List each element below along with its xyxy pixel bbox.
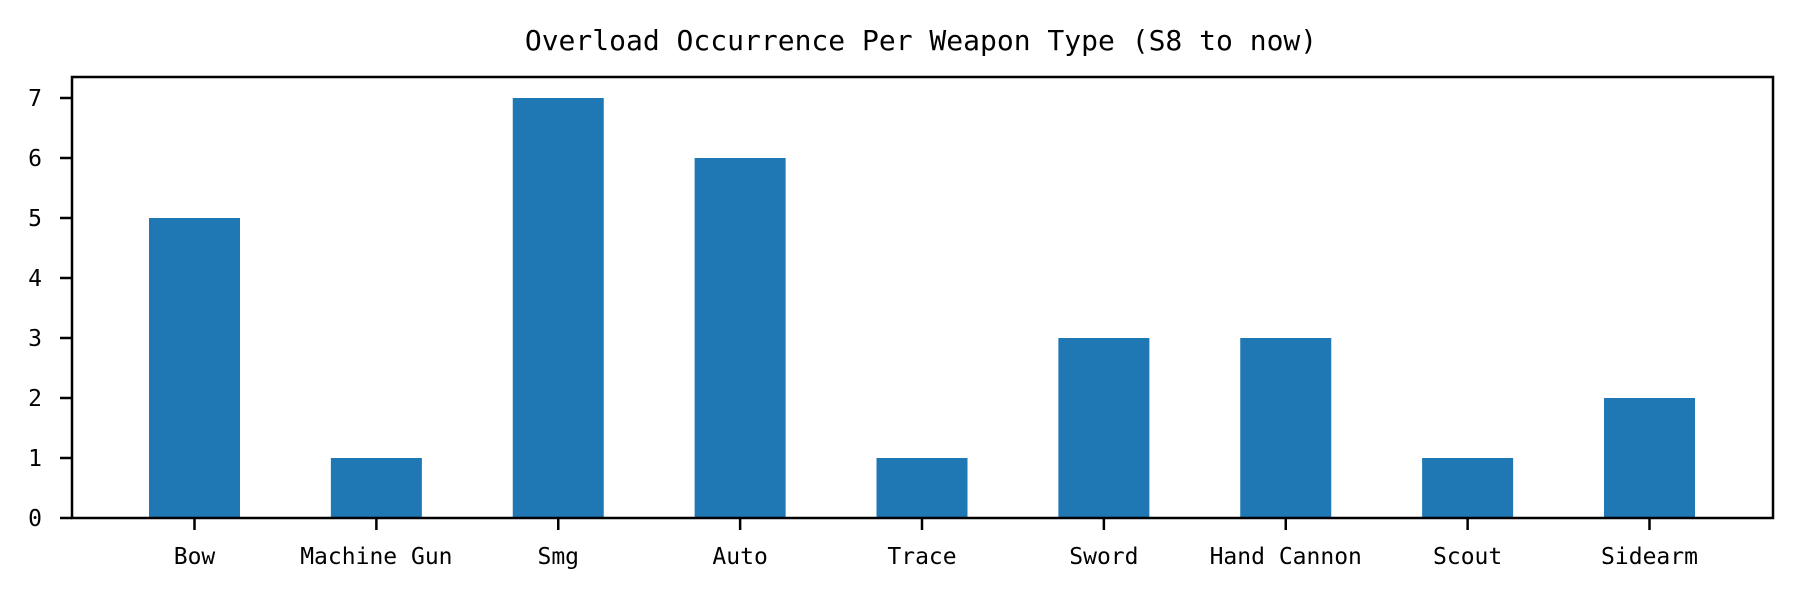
bar-scout [1422,458,1514,518]
y-tick-label-0: 0 [28,506,42,532]
bar-sidearm [1604,398,1695,518]
y-tick-label-5: 5 [28,206,42,232]
y-tick-label-6: 6 [28,146,42,172]
y-tick-label-1: 1 [28,446,42,472]
y-tick-label-4: 4 [28,266,42,292]
x-tick-label-bow: Bow [174,544,216,570]
bars-layer [149,98,1695,518]
bar-sword [1058,338,1150,518]
plot-frame [70,75,1775,520]
bar-machine-gun [330,458,422,518]
x-tick-label-scout: Scout [1433,544,1502,570]
x-axis: Bow Machine Gun Smg Auto Trace Sword Hand Cann… [174,518,1698,570]
x-tick-label-sword: Sword [1069,544,1138,570]
y-axis: 0 1 2 3 4 5 6 7 [28,86,72,532]
bar-hand-cannon [1240,338,1332,518]
x-tick-label-smg: Smg [537,544,579,570]
y-tick-label-3: 3 [28,326,42,352]
chart-title: Overload Occurrence Per Weapon Type (S8 … [525,24,1317,57]
y-tick-label-7: 7 [28,86,42,112]
x-tick-label-trace: Trace [887,544,956,570]
x-tick-label-auto: Auto [712,544,767,570]
bar-auto [694,158,786,518]
x-tick-label-hand-cannon: Hand Cannon [1210,544,1362,570]
x-tick-label-machine-gun: Machine Gun [300,544,452,570]
x-tick-label-sidearm: Sidearm [1601,544,1698,570]
bar-smg [512,98,604,518]
bar-bow [149,218,240,518]
bar-trace [876,458,968,518]
y-tick-label-2: 2 [28,386,42,412]
